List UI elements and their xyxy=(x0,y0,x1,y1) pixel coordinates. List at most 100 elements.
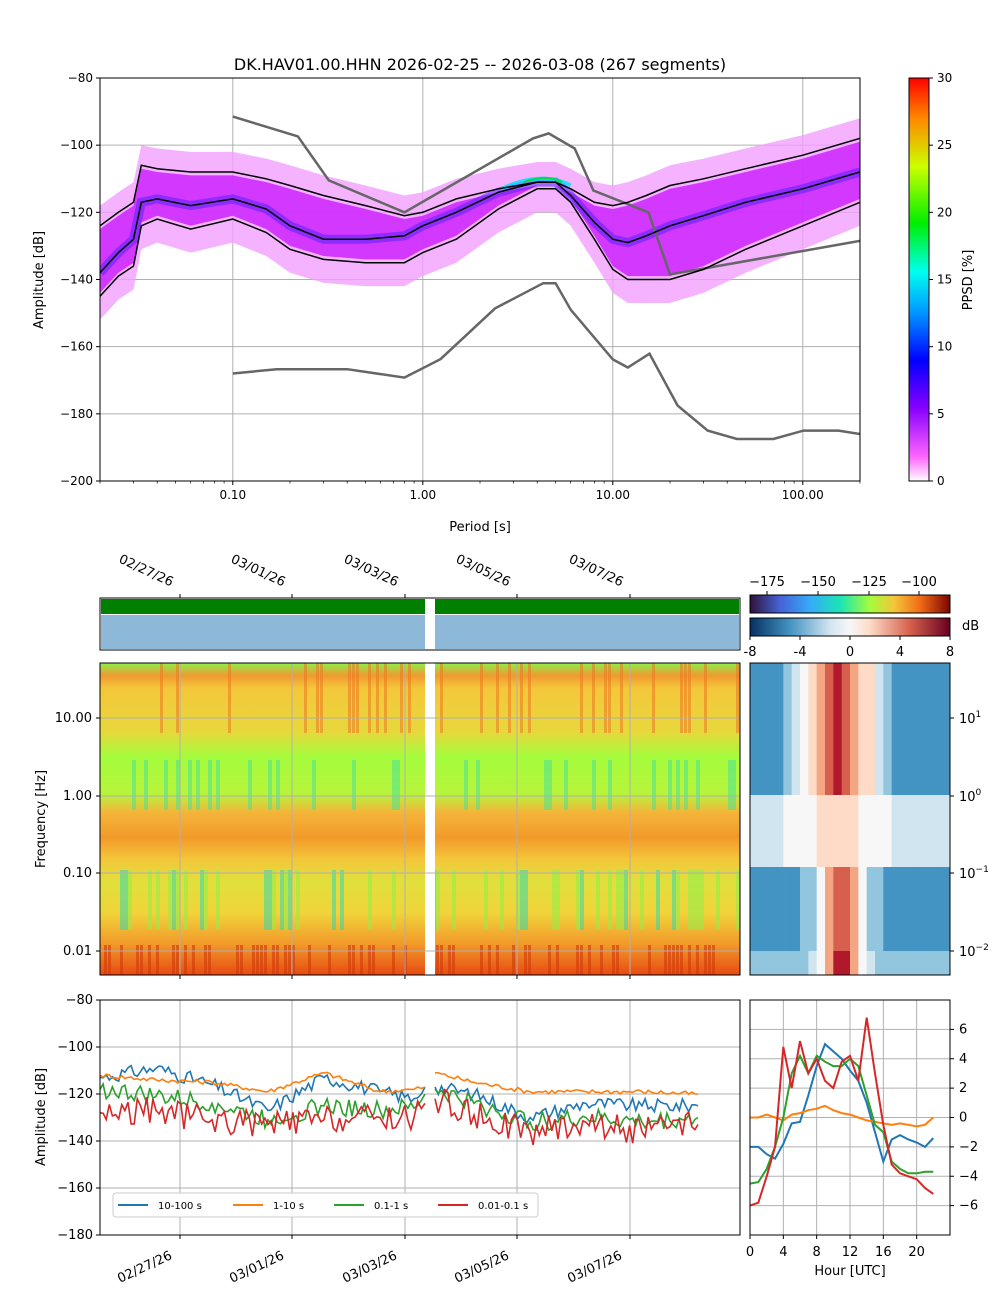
diurnal-anomaly-cell xyxy=(841,807,851,820)
diurnal-anomaly-cell xyxy=(841,675,851,688)
diurnal-anomaly-cell xyxy=(858,891,868,904)
spectrogram-stripe xyxy=(588,945,591,975)
diurnal-anomaly-ytick-label: 10−2 xyxy=(959,943,989,960)
anomaly-colorbar-ticks: -8 -4 0 4 8 xyxy=(744,636,954,660)
diurnal-anomaly-cell xyxy=(816,903,826,916)
diurnal-anomaly-cell xyxy=(925,819,934,832)
diurnal-anomaly-cell xyxy=(833,891,843,904)
diurnal-anomaly-cell xyxy=(850,795,859,808)
timeseries-xtick-label: 03/03/26 xyxy=(340,1248,399,1286)
spectrogram-colorbar: −175 −150 −125 −100 xyxy=(749,575,951,614)
noise-model-line xyxy=(232,115,860,276)
diurnal-anomaly-cell xyxy=(766,879,776,892)
diurnal-anomaly-cell xyxy=(933,711,943,724)
spectrogram-stripe xyxy=(436,945,439,975)
spectrogram-stripe xyxy=(352,945,355,975)
diurnal-anomaly-cell xyxy=(833,915,843,928)
diurnal-anomaly-cell xyxy=(766,675,776,688)
diurnal-anomaly-cell xyxy=(816,735,826,748)
ppsd-colorbar-tick-label: 25 xyxy=(937,138,952,152)
diurnal-anomaly-cell xyxy=(908,819,918,832)
spectrogram-stripe xyxy=(620,870,624,930)
diurnal-anomaly-cell xyxy=(841,687,851,700)
diurnal-anomaly-cell xyxy=(758,903,768,916)
diurnal-anomaly-cell xyxy=(766,819,776,832)
spectrogram-gap xyxy=(425,663,435,975)
diurnal-anomaly-cell xyxy=(925,675,934,688)
diurnal-anomaly-cell xyxy=(916,687,926,700)
diurnal-anomaly-cell xyxy=(783,735,793,748)
spectrogram-stripe xyxy=(580,870,584,930)
spectrogram-stripe xyxy=(284,870,288,930)
timeseries-frame xyxy=(99,999,741,1236)
diurnal-anomaly-cell xyxy=(775,831,784,844)
diurnal-anomaly-cell xyxy=(866,915,876,928)
diurnal-anomaly-cell xyxy=(750,807,759,820)
diurnal-anomaly-cell xyxy=(866,663,876,676)
diurnal-anomaly-cell xyxy=(833,927,843,940)
diurnal-anomaly-cell xyxy=(916,915,926,928)
diurnal-anomaly-cell xyxy=(858,675,868,688)
diurnal-anomaly-cell xyxy=(916,903,926,916)
ppsd-percentile-curves xyxy=(100,137,860,297)
diurnal-anomaly-cell xyxy=(775,963,784,976)
spectrogram-stripe xyxy=(612,945,615,975)
diurnal-anomaly-cell xyxy=(783,903,793,916)
diurnal-anomaly-cell xyxy=(791,795,801,808)
diurnal-anomaly-cell xyxy=(941,855,951,868)
spectrogram-stripe xyxy=(120,945,123,975)
diurnal-anomaly-cell xyxy=(925,735,934,748)
diurnal-anomaly-cell xyxy=(783,831,793,844)
diurnal-anomaly-cell xyxy=(808,891,818,904)
spectrogram-stripe xyxy=(384,663,387,733)
diurnal-anomaly-cell xyxy=(800,795,809,808)
diurnal-anomaly-cell xyxy=(758,795,768,808)
ppsd-xlabel: Period [s] xyxy=(449,520,511,535)
diurnal-anomaly-cell xyxy=(816,831,826,844)
diurnal-anomaly-cell xyxy=(791,939,801,952)
spectrogram-stripe xyxy=(276,945,279,975)
diurnal-anomaly-cell xyxy=(933,891,943,904)
spectrogram-stripe xyxy=(392,760,396,810)
spectrogram-stripe xyxy=(688,945,691,975)
spectrogram-stripe xyxy=(352,760,356,810)
diurnal-anomaly-cell xyxy=(841,747,851,760)
diurnal-anomaly-cell xyxy=(916,771,926,784)
diurnal-anomaly-cell xyxy=(800,723,809,736)
timeseries-ytick-label: −160 xyxy=(57,1181,93,1196)
diurnal-anomaly-cell xyxy=(866,687,876,700)
spectrogram-stripe xyxy=(552,870,556,930)
spectrogram-stripe xyxy=(464,760,468,810)
diurnal-anomaly-cell xyxy=(883,951,893,964)
diurnal-anomaly-cell xyxy=(875,939,884,952)
diurnal-anomaly-cell xyxy=(841,879,851,892)
diurnal-anomaly-cell xyxy=(833,855,843,868)
diurnal-anomaly-cell xyxy=(850,723,859,736)
diurnal-anomaly-cell xyxy=(933,687,943,700)
diurnal-anomaly-cell xyxy=(800,879,809,892)
spectrogram-ylabel: Frequency [Hz] xyxy=(34,770,49,868)
diurnal-xtick-label: 0 xyxy=(746,1245,754,1260)
timeseries-line-1 xyxy=(435,1072,699,1096)
spectrogram-stripe xyxy=(240,945,243,975)
diurnal-anomaly-cell xyxy=(808,699,818,712)
diurnal-anomaly-cell xyxy=(775,663,784,676)
spectrogram-stripe xyxy=(176,663,179,733)
diurnal-anomaly-cell xyxy=(783,759,793,772)
diurnal-anomaly-cell xyxy=(766,903,776,916)
diurnal-ytick-label: −6 xyxy=(959,1199,978,1214)
spectrogram-stripe xyxy=(440,663,443,733)
timeseries-line-0 xyxy=(100,1064,426,1112)
diurnal-anomaly-cell xyxy=(900,963,909,976)
spectrogram-stripe xyxy=(392,945,395,975)
diurnal-anomaly-cell xyxy=(800,711,809,724)
diurnal-anomaly-cell xyxy=(808,819,818,832)
diurnal-anomaly-cell xyxy=(783,675,793,688)
diurnal-anomaly-cell xyxy=(883,903,893,916)
diurnal-anomaly-cell xyxy=(833,699,843,712)
spectrogram-stripe xyxy=(688,663,691,733)
diurnal-anomaly-cell xyxy=(850,831,859,844)
diurnal-anomaly-cell xyxy=(858,855,868,868)
spectrogram-stripe xyxy=(688,870,692,930)
diurnal-anomaly-cell xyxy=(825,711,834,724)
